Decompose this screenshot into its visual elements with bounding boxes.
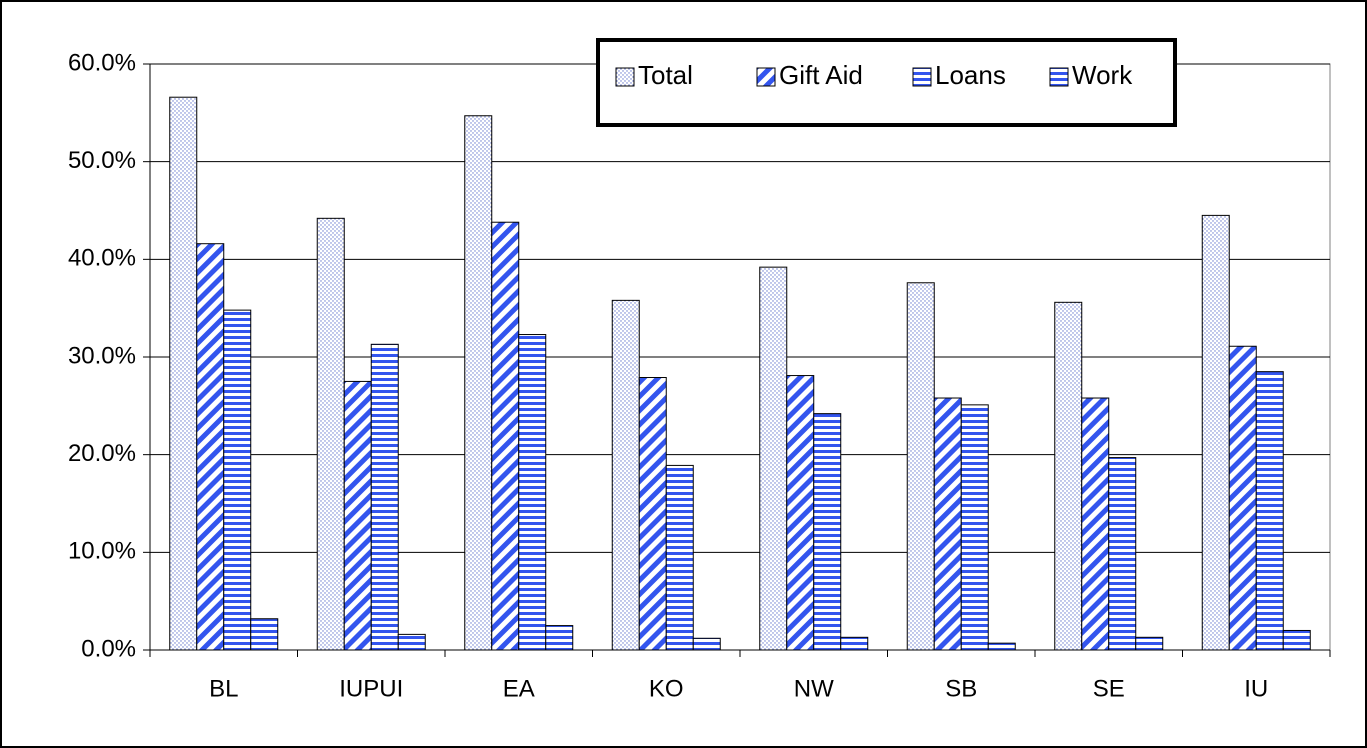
bar: [316, 217, 345, 651]
legend-swatch: [756, 67, 776, 87]
legend-label: Gift Aid: [779, 60, 863, 90]
bar: [545, 625, 574, 651]
x-tick-label: NW: [794, 675, 834, 702]
x-tick-label: SB: [945, 675, 977, 702]
bar: [611, 299, 640, 651]
bar: [370, 343, 399, 651]
legend-label: Loans: [935, 60, 1006, 90]
bar: [464, 115, 493, 651]
x-tick-label: SE: [1093, 675, 1125, 702]
x-tick-label: EA: [503, 675, 535, 702]
legend-label: Total: [638, 60, 693, 90]
bar: [1201, 214, 1230, 651]
legend-swatch: [912, 67, 932, 87]
x-tick-label: BL: [209, 675, 238, 702]
bar: [1054, 301, 1083, 651]
y-tick-label: 20.0%: [68, 440, 136, 467]
legend-label: Work: [1072, 60, 1133, 90]
y-tick-label: 60.0%: [68, 49, 136, 76]
x-tick-label: IU: [1244, 675, 1268, 702]
bar: [1282, 629, 1311, 651]
y-tick-label: 0.0%: [81, 635, 136, 662]
bar: [692, 637, 721, 651]
y-tick-label: 10.0%: [68, 538, 136, 565]
bar: [813, 413, 842, 651]
bar: [1228, 345, 1257, 651]
bar: [1108, 457, 1137, 651]
bar: [840, 636, 869, 651]
bar: [343, 380, 372, 651]
bar: [223, 309, 252, 651]
y-tick-label: 30.0%: [68, 342, 136, 369]
bar: [196, 243, 225, 651]
legend-swatch: [615, 67, 635, 87]
bar: [397, 633, 426, 651]
legend-swatch: [1049, 67, 1069, 87]
bar: [786, 375, 815, 651]
bar: [906, 282, 935, 651]
legend: Total Gift Aid Loans Work: [596, 38, 1177, 127]
bar: [1135, 636, 1164, 651]
bar: [250, 618, 279, 651]
bar: [665, 464, 694, 651]
bar: [960, 404, 989, 651]
bar: [518, 334, 547, 651]
bar: [169, 96, 198, 651]
bar: [759, 266, 788, 651]
bar: [638, 377, 667, 651]
bar: [1081, 397, 1110, 651]
x-tick-label: IUPUI: [339, 675, 403, 702]
y-tick-label: 50.0%: [68, 147, 136, 174]
bar: [987, 642, 1016, 651]
x-tick-label: KO: [649, 675, 684, 702]
legend-box: [596, 38, 1177, 127]
bar: [1255, 371, 1284, 651]
y-tick-label: 40.0%: [68, 245, 136, 272]
bar: [491, 221, 520, 651]
bar: [933, 397, 962, 651]
